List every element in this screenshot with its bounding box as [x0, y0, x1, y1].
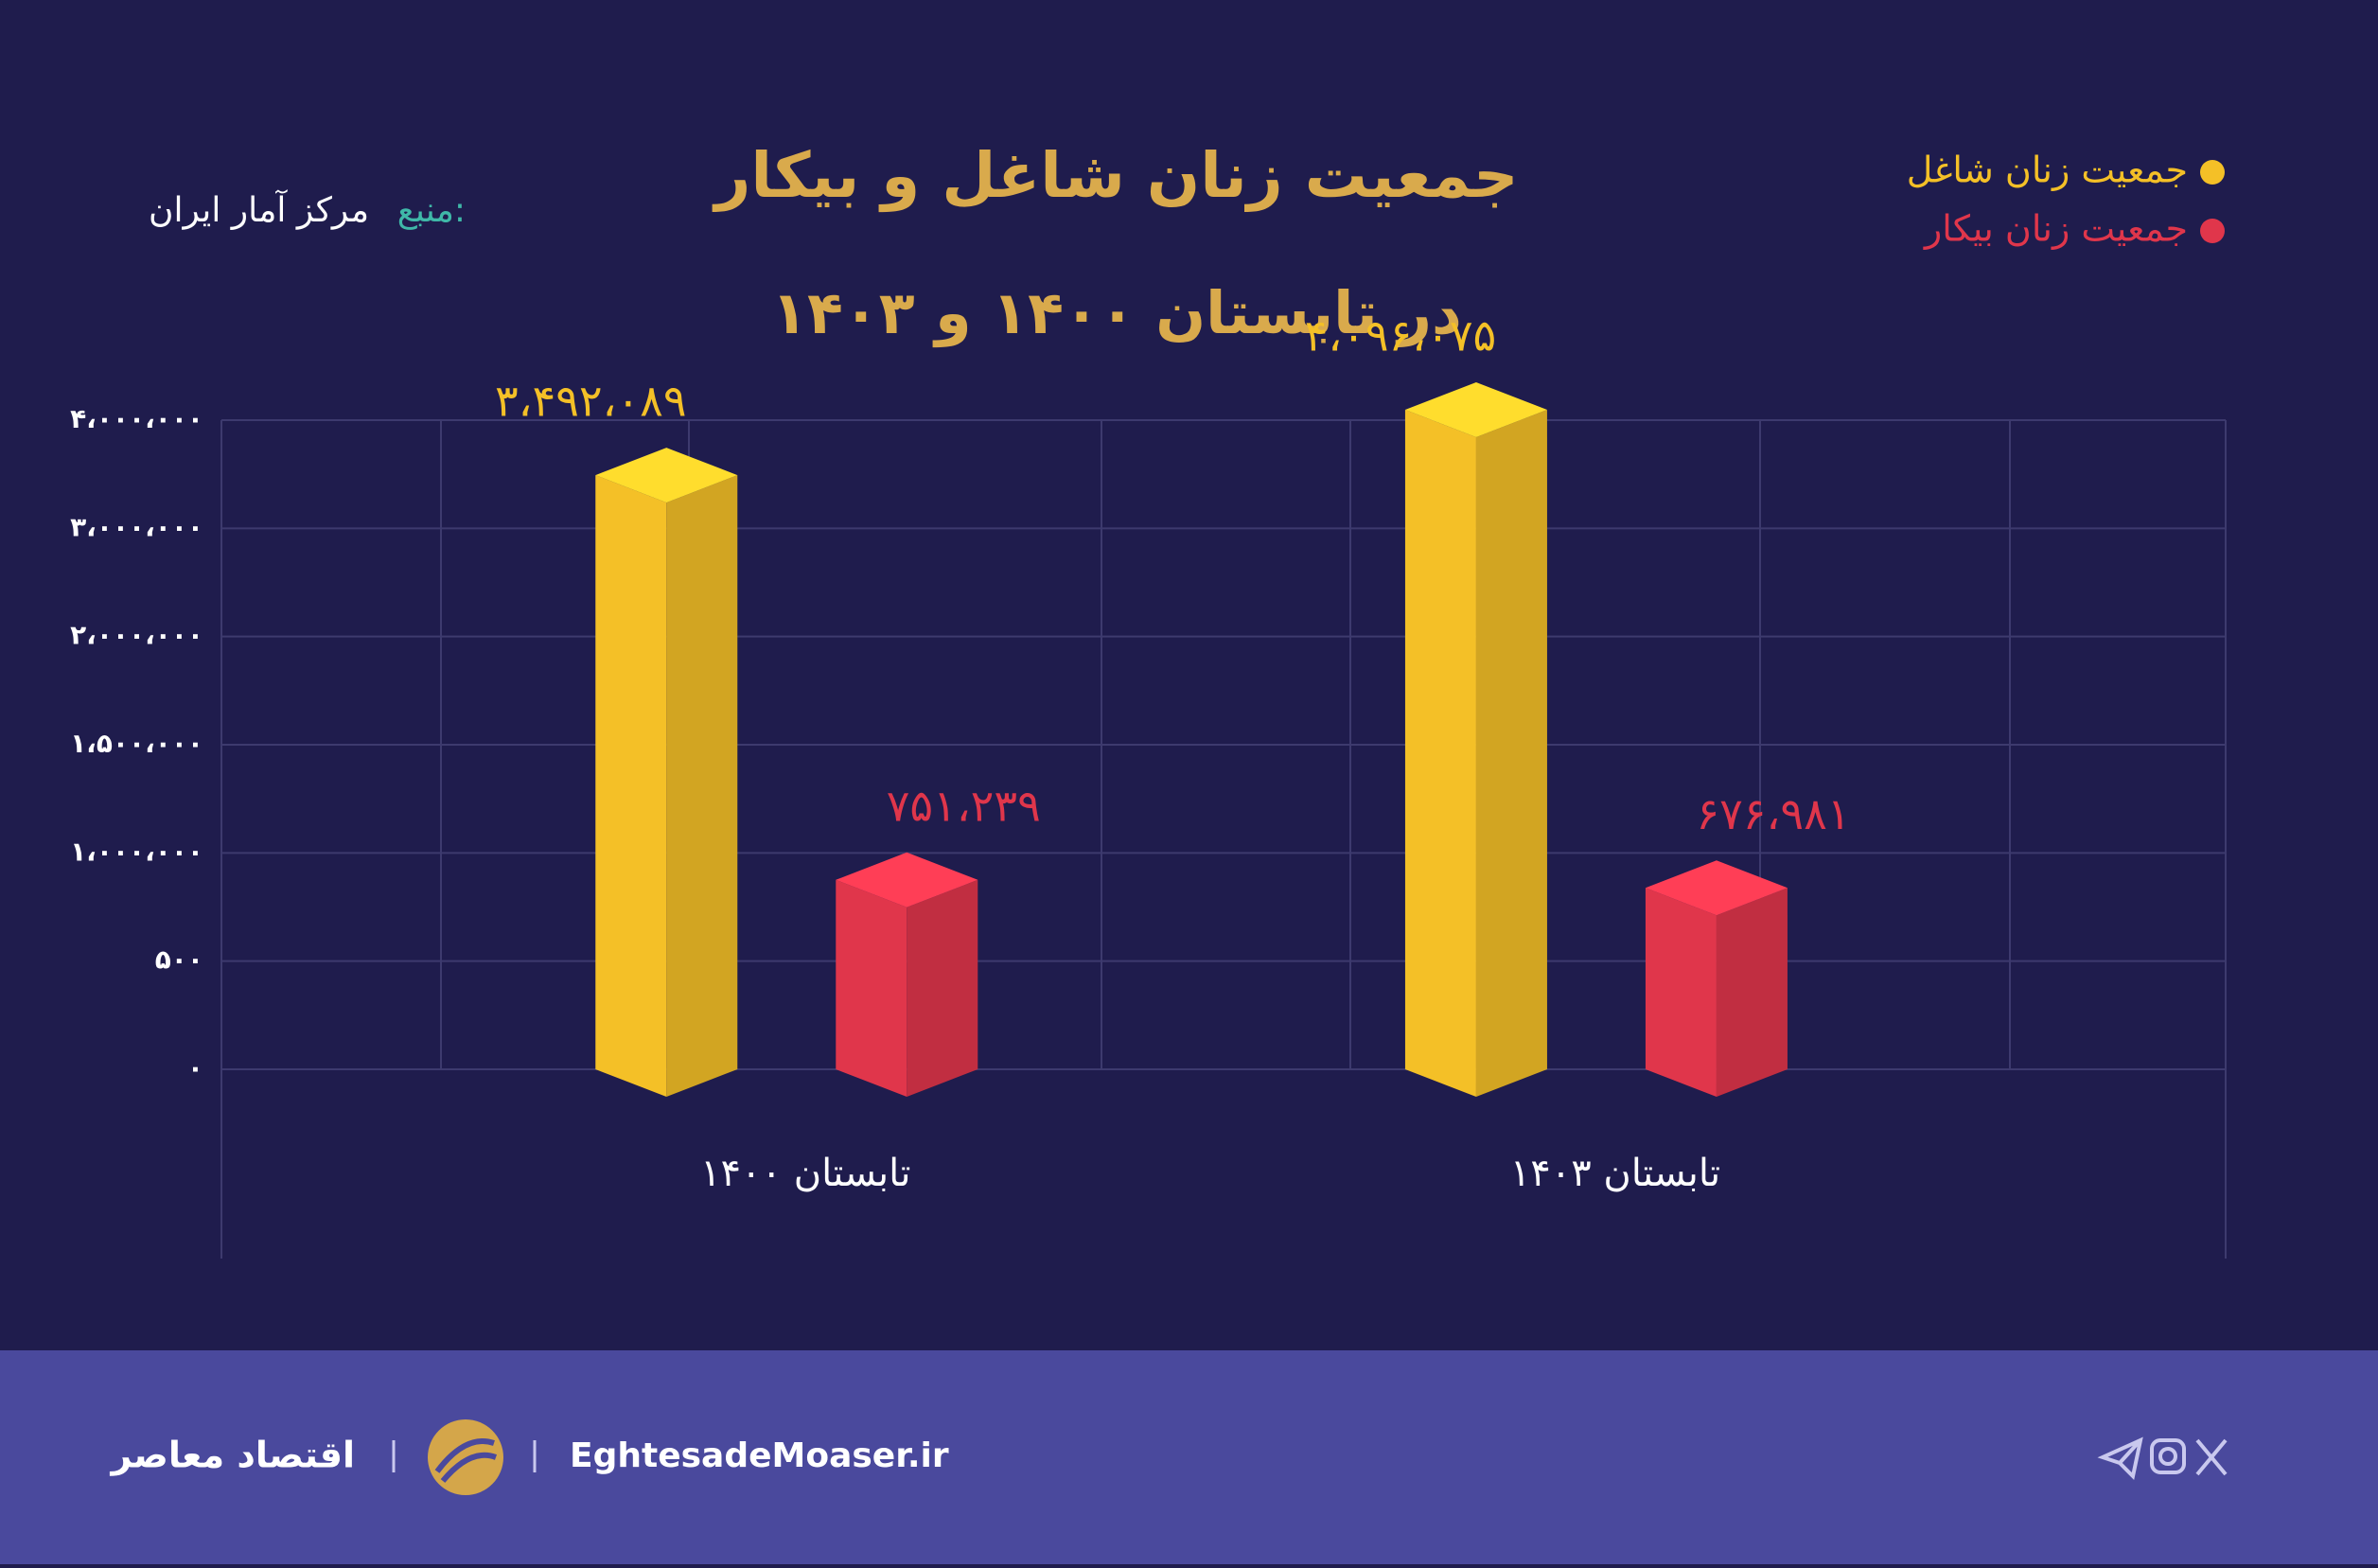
telegram-icon[interactable] [2097, 1436, 2143, 1481]
y-tick-label: ۰ [187, 1052, 203, 1084]
y-tick-label: ۴،۰۰۰،۰۰۰ [70, 403, 203, 434]
y-tick-label: ۵۰۰ [155, 944, 203, 976]
y-tick-label: ۲،۰۰۰،۰۰۰ [70, 620, 203, 651]
chart-title: جمعیت زنان شاغل و بیکار [712, 139, 1518, 213]
bar-right-face [666, 475, 738, 1097]
legend-label: جمعیت زنان بیکار [1923, 208, 2188, 250]
bar-left-face [836, 879, 907, 1097]
source-label: منبع: [397, 191, 466, 230]
value-label: ۳،۴۹۲،۰۸۹ [495, 376, 687, 427]
bar-top-face [1404, 382, 1547, 438]
bar-top-face [1645, 860, 1788, 916]
value-label: ۷۵۱،۲۳۹ [887, 780, 1041, 831]
y-tick-label: ۳،۰۰۰،۰۰۰ [70, 511, 203, 542]
y-tick-label: ۱،۵۰۰،۰۰۰ [70, 728, 203, 759]
value-label: ۴،۰۹۶،۰۷۵ [1305, 310, 1497, 361]
bar-left-face [1404, 410, 1476, 1098]
social-icons[interactable] [2097, 1436, 2228, 1481]
legend-label: جمعیت زنان شاغل [1907, 150, 2188, 191]
y-tick-label: ۱،۰۰۰،۰۰۰ [70, 836, 203, 867]
legend-marker [2200, 219, 2225, 243]
footer-brand: اقتصاد معاصر [110, 1435, 355, 1476]
footer-site: EghtesadeMoaser.ir [570, 1436, 949, 1475]
bar-right-face [1475, 410, 1547, 1098]
bar-top-face [595, 448, 738, 503]
logo-mark [434, 1438, 498, 1483]
bar-top-face [836, 852, 978, 907]
bar-left-face [595, 475, 667, 1097]
chart-subtitle: در تابستان ۱۴۰۰ و ۱۴۰۳ [771, 278, 1462, 347]
bar-right-face [1716, 888, 1788, 1097]
instagram-icon[interactable] [2150, 1438, 2186, 1474]
x-icon[interactable] [2195, 1438, 2228, 1476]
bar-right-face [907, 879, 978, 1097]
value-label: ۶۷۶،۹۸۱ [1696, 788, 1850, 839]
x-tick-label: تابستان ۱۴۰۰ [700, 1152, 910, 1195]
legend-marker [2200, 160, 2225, 185]
bar-left-face [1645, 888, 1717, 1097]
source: مرکز آمار ایران [149, 188, 369, 230]
background [0, 0, 2378, 1350]
x-tick-label: تابستان ۱۴۰۳ [1510, 1152, 1720, 1195]
footer-bar [0, 1350, 2378, 1564]
